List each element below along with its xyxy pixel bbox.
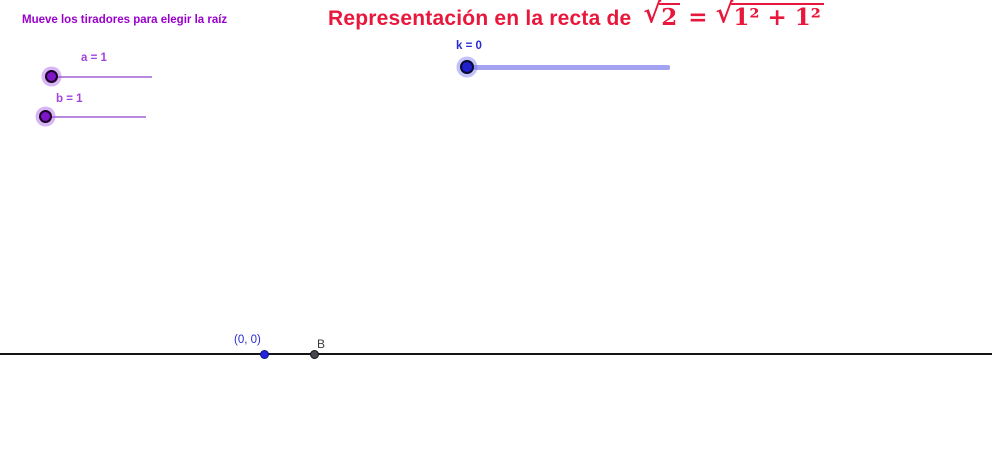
radical-sign-icon: √	[643, 0, 662, 30]
slider-a-knob[interactable]	[45, 70, 58, 83]
equals-sign: =	[688, 4, 708, 31]
origin-point[interactable]	[260, 350, 269, 359]
origin-point-label: (0, 0)	[234, 334, 261, 346]
slider-k-track[interactable]	[469, 65, 670, 70]
number-line	[0, 353, 992, 356]
lhs-radicand: 2	[659, 3, 681, 31]
sqrt-2-expression: √ 2	[643, 0, 681, 31]
radical-sign-icon: √	[715, 0, 734, 30]
page-title: Representación en la recta de √ 2 = √ 1²…	[328, 0, 824, 31]
slider-k-label: k = 0	[456, 40, 482, 52]
point-b-label: B	[317, 337, 326, 351]
slider-k-knob[interactable]	[460, 60, 474, 74]
slider-b-track[interactable]	[46, 116, 146, 118]
slider-b-knob[interactable]	[39, 110, 52, 123]
title-formula: √ 2 = √ 1² + 1²	[643, 0, 824, 31]
sqrt-sum-expression: √ 1² + 1²	[715, 0, 824, 31]
slider-a-label: a = 1	[81, 52, 107, 64]
rhs-radicand: 1² + 1²	[731, 3, 824, 31]
point-b	[310, 350, 319, 359]
instruction-text: Mueve los tiradores para elegir la raíz	[22, 14, 228, 26]
slider-a-track[interactable]	[52, 76, 152, 78]
title-text: Representación en la recta de	[328, 7, 632, 30]
slider-b-label: b = 1	[56, 93, 83, 105]
